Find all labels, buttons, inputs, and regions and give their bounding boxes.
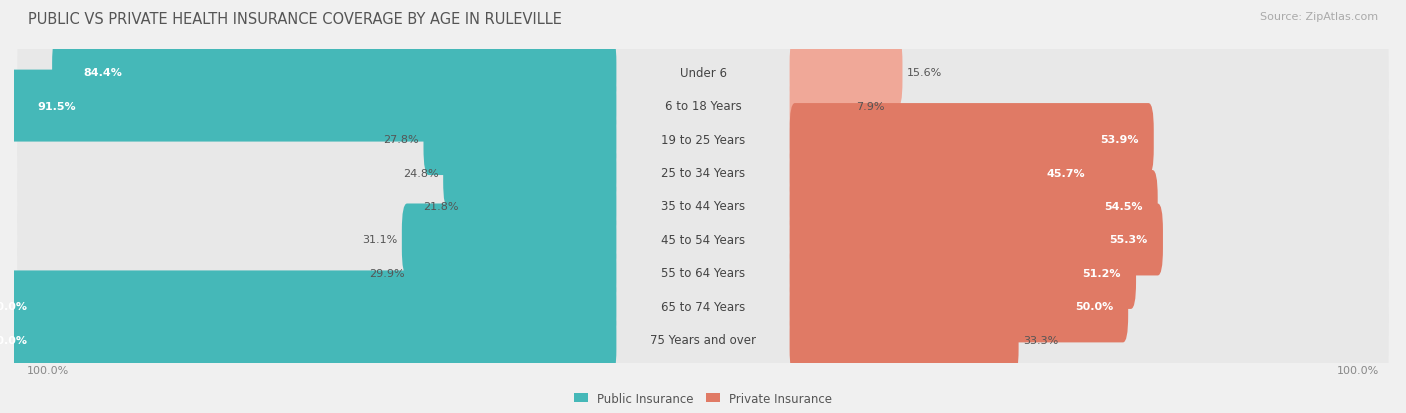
- Text: 45.7%: 45.7%: [1046, 168, 1085, 178]
- Legend: Public Insurance, Private Insurance: Public Insurance, Private Insurance: [574, 392, 832, 405]
- FancyBboxPatch shape: [443, 137, 616, 209]
- Text: 100.0%: 100.0%: [0, 301, 27, 312]
- FancyBboxPatch shape: [0, 271, 616, 342]
- FancyBboxPatch shape: [17, 143, 1389, 270]
- FancyBboxPatch shape: [17, 243, 1389, 370]
- Text: 6 to 18 Years: 6 to 18 Years: [665, 100, 741, 113]
- Text: 55.3%: 55.3%: [1109, 235, 1147, 245]
- FancyBboxPatch shape: [402, 204, 616, 276]
- FancyBboxPatch shape: [17, 176, 1389, 304]
- FancyBboxPatch shape: [17, 9, 1389, 137]
- FancyBboxPatch shape: [790, 37, 903, 109]
- Text: 21.8%: 21.8%: [423, 202, 458, 211]
- Text: 19 to 25 Years: 19 to 25 Years: [661, 133, 745, 146]
- Text: 27.8%: 27.8%: [384, 135, 419, 145]
- Text: 15.6%: 15.6%: [907, 68, 942, 78]
- FancyBboxPatch shape: [790, 171, 1157, 242]
- Text: 100.0%: 100.0%: [1337, 365, 1379, 375]
- FancyBboxPatch shape: [790, 237, 1136, 309]
- Text: 53.9%: 53.9%: [1099, 135, 1139, 145]
- FancyBboxPatch shape: [17, 43, 1389, 170]
- FancyBboxPatch shape: [790, 271, 1128, 342]
- Text: 24.8%: 24.8%: [404, 168, 439, 178]
- FancyBboxPatch shape: [423, 104, 616, 176]
- Text: 91.5%: 91.5%: [37, 101, 76, 112]
- FancyBboxPatch shape: [17, 209, 1389, 337]
- Text: 29.9%: 29.9%: [370, 268, 405, 278]
- Text: 54.5%: 54.5%: [1104, 202, 1143, 211]
- Text: 35 to 44 Years: 35 to 44 Years: [661, 200, 745, 213]
- FancyBboxPatch shape: [409, 237, 616, 309]
- Text: 45 to 54 Years: 45 to 54 Years: [661, 233, 745, 247]
- FancyBboxPatch shape: [6, 71, 616, 142]
- FancyBboxPatch shape: [0, 304, 616, 376]
- FancyBboxPatch shape: [463, 171, 616, 242]
- Text: 65 to 74 Years: 65 to 74 Years: [661, 300, 745, 313]
- FancyBboxPatch shape: [790, 71, 852, 142]
- Text: 25 to 34 Years: 25 to 34 Years: [661, 166, 745, 180]
- FancyBboxPatch shape: [790, 104, 1154, 176]
- Text: 51.2%: 51.2%: [1083, 268, 1121, 278]
- Text: 50.0%: 50.0%: [1074, 301, 1114, 312]
- FancyBboxPatch shape: [17, 276, 1389, 404]
- Text: 55 to 64 Years: 55 to 64 Years: [661, 267, 745, 280]
- Text: Under 6: Under 6: [679, 66, 727, 79]
- Text: 7.9%: 7.9%: [856, 101, 884, 112]
- Text: PUBLIC VS PRIVATE HEALTH INSURANCE COVERAGE BY AGE IN RULEVILLE: PUBLIC VS PRIVATE HEALTH INSURANCE COVER…: [28, 12, 562, 27]
- Text: 75 Years and over: 75 Years and over: [650, 334, 756, 347]
- FancyBboxPatch shape: [17, 109, 1389, 237]
- FancyBboxPatch shape: [790, 304, 1018, 376]
- FancyBboxPatch shape: [790, 204, 1163, 276]
- Text: 100.0%: 100.0%: [0, 335, 27, 345]
- Text: 31.1%: 31.1%: [361, 235, 398, 245]
- FancyBboxPatch shape: [17, 76, 1389, 204]
- Text: 84.4%: 84.4%: [83, 68, 122, 78]
- Text: 33.3%: 33.3%: [1024, 335, 1059, 345]
- Text: Source: ZipAtlas.com: Source: ZipAtlas.com: [1260, 12, 1378, 22]
- Text: 100.0%: 100.0%: [27, 365, 69, 375]
- FancyBboxPatch shape: [52, 37, 616, 109]
- FancyBboxPatch shape: [790, 137, 1099, 209]
